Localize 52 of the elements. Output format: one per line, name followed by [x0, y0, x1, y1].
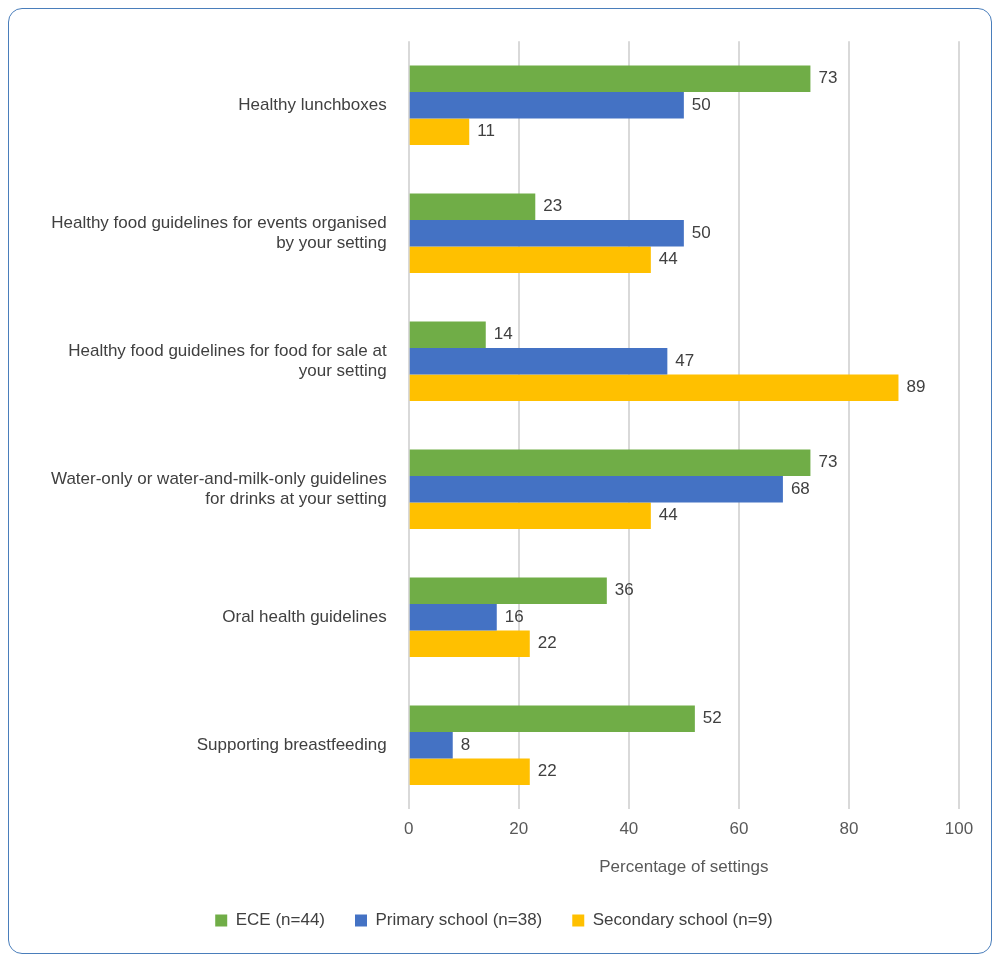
bar — [409, 219, 684, 247]
data-label: 89 — [906, 377, 926, 397]
data-label: 68 — [790, 478, 810, 498]
data-label: 50 — [691, 94, 711, 114]
data-label: 23 — [543, 196, 563, 216]
bar — [409, 374, 899, 401]
legend-label: Secondary school (n=9) — [592, 910, 773, 930]
bar — [409, 246, 651, 273]
data-label: 22 — [537, 633, 557, 653]
legend-label: Primary school (n=38) — [375, 910, 543, 930]
x-tick-label: 0 — [403, 819, 414, 839]
bar — [409, 65, 811, 92]
data-label: 16 — [504, 606, 524, 626]
data-label: 73 — [818, 68, 838, 88]
legend-label: ECE (n=44) — [235, 910, 326, 930]
x-tick-label: 60 — [729, 819, 749, 839]
x-tick-label: 40 — [619, 819, 639, 839]
bar — [409, 603, 497, 631]
data-label: 73 — [818, 452, 838, 472]
data-label: 8 — [460, 734, 471, 754]
data-label: 44 — [658, 505, 678, 525]
data-label: 36 — [614, 580, 634, 600]
bar — [409, 731, 453, 759]
data-label: 52 — [702, 708, 722, 728]
x-tick-label: 100 — [944, 819, 974, 839]
y-tick-label: Healthy food guidelines for food for sale at your setting — [68, 340, 387, 381]
x-tick-label: 20 — [509, 819, 529, 839]
bar — [409, 91, 684, 119]
bar — [409, 449, 811, 476]
bar — [409, 347, 668, 375]
y-tick-label: Healthy lunchboxes — [238, 94, 387, 114]
bar — [409, 630, 530, 657]
bar — [409, 118, 470, 145]
bar — [409, 577, 607, 604]
bar — [409, 758, 530, 785]
bar — [409, 193, 536, 220]
y-tick-label: Healthy food guidelines for events organised by your setting — [51, 212, 387, 253]
bar — [409, 502, 651, 529]
y-tick-label: Supporting breastfeeding — [196, 734, 387, 754]
x-axis-title: Percentage of settings — [599, 857, 769, 877]
data-label: 14 — [493, 324, 513, 344]
x-tick-label: 80 — [839, 819, 859, 839]
bar — [409, 321, 486, 348]
data-label: 11 — [477, 121, 495, 141]
bar — [409, 475, 783, 503]
bar — [409, 705, 695, 732]
y-tick-label: Oral health guidelines — [222, 606, 387, 626]
data-label: 47 — [675, 350, 695, 370]
data-label: 44 — [658, 249, 678, 269]
data-label: 22 — [537, 761, 557, 781]
y-tick-label: Water-only or water-and-milk-only guidelines for drinks at your setting — [51, 468, 387, 509]
data-label: 50 — [691, 222, 711, 242]
